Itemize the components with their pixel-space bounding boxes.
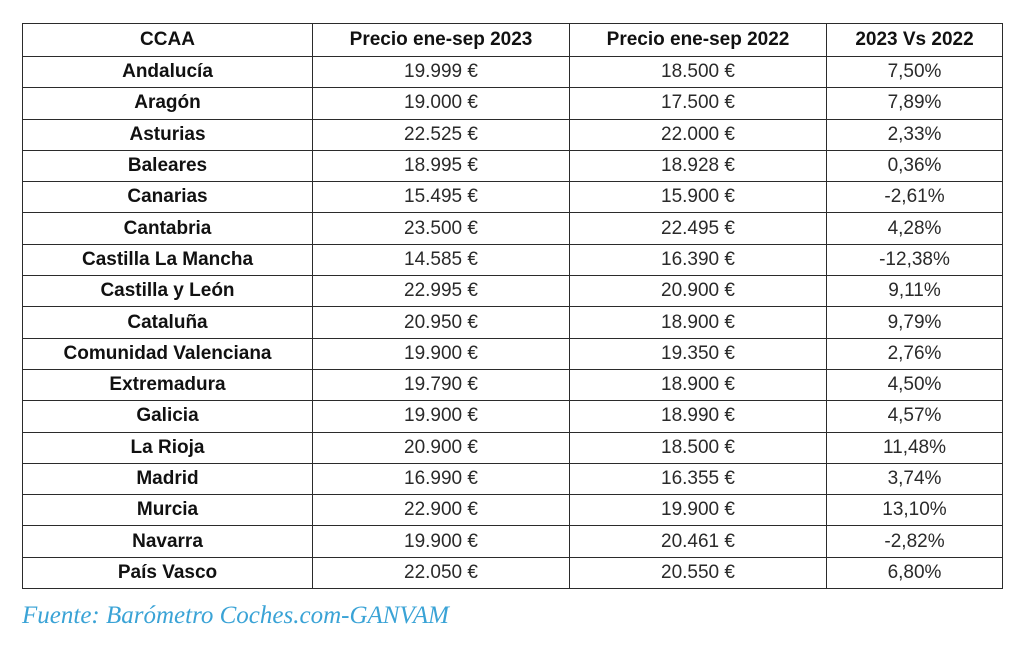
cell-precio-2023: 22.525 € xyxy=(312,118,570,151)
cell-ccaa: Asturias xyxy=(22,118,313,151)
cell-ccaa: Castilla La Mancha xyxy=(22,243,313,277)
table-row: Extremadura 19.790 € 18.900 € 4,50% xyxy=(22,368,1003,402)
cell-ccaa: Comunidad Valenciana xyxy=(22,337,313,370)
cell-precio-2022: 18.990 € xyxy=(569,400,827,433)
cell-variacion: 4,50% xyxy=(826,368,1003,402)
cell-precio-2022: 22.000 € xyxy=(569,118,827,151)
price-comparison-table: CCAA Precio ene-sep 2023 Precio ene-sep … xyxy=(22,23,1003,590)
table-row: Comunidad Valenciana 19.900 € 19.350 € 2… xyxy=(22,337,1003,370)
table-row: Galicia 19.900 € 18.990 € 4,57% xyxy=(22,400,1003,433)
cell-precio-2023: 20.950 € xyxy=(312,306,570,339)
table-row: Navarra 19.900 € 20.461 € -2,82% xyxy=(22,525,1003,558)
cell-ccaa: Aragón xyxy=(22,87,313,120)
source-caption: Fuente: Barómetro Coches.com-GANVAM xyxy=(22,602,449,629)
cell-ccaa: Galicia xyxy=(22,400,313,433)
table-row: Madrid 16.990 € 16.355 € 3,74% xyxy=(22,462,1003,496)
header-precio-2023: Precio ene-sep 2023 xyxy=(312,23,570,57)
cell-precio-2022: 20.900 € xyxy=(569,275,827,308)
cell-variacion: 7,89% xyxy=(826,87,1003,120)
table-row: Cantabria 23.500 € 22.495 € 4,28% xyxy=(22,212,1003,245)
cell-variacion: -12,38% xyxy=(826,243,1003,277)
cell-ccaa: Baleares xyxy=(22,149,313,183)
cell-precio-2023: 16.990 € xyxy=(312,462,570,496)
cell-variacion: -2,82% xyxy=(826,525,1003,558)
cell-precio-2023: 22.995 € xyxy=(312,275,570,308)
cell-variacion: 6,80% xyxy=(826,556,1003,590)
header-variacion: 2023 Vs 2022 xyxy=(826,23,1003,57)
cell-ccaa: Madrid xyxy=(22,462,313,496)
table-row: Murcia 22.900 € 19.900 € 13,10% xyxy=(22,494,1003,527)
cell-precio-2023: 19.900 € xyxy=(312,337,570,370)
table-row: Aragón 19.000 € 17.500 € 7,89% xyxy=(22,87,1003,120)
cell-variacion: 9,79% xyxy=(826,306,1003,339)
cell-variacion: 13,10% xyxy=(826,494,1003,527)
table-row: Castilla La Mancha 14.585 € 16.390 € -12… xyxy=(22,243,1003,277)
cell-variacion: 4,57% xyxy=(826,400,1003,433)
cell-precio-2023: 14.585 € xyxy=(312,243,570,277)
cell-variacion: 4,28% xyxy=(826,212,1003,245)
cell-ccaa: Murcia xyxy=(22,494,313,527)
cell-ccaa: Extremadura xyxy=(22,368,313,402)
table-row: Andalucía 19.999 € 18.500 € 7,50% xyxy=(22,55,1003,89)
cell-precio-2023: 19.900 € xyxy=(312,400,570,433)
cell-variacion: 7,50% xyxy=(826,55,1003,89)
cell-precio-2023: 19.790 € xyxy=(312,368,570,402)
cell-precio-2023: 19.900 € xyxy=(312,525,570,558)
cell-variacion: -2,61% xyxy=(826,181,1003,214)
cell-precio-2022: 20.550 € xyxy=(569,556,827,590)
table-row: País Vasco 22.050 € 20.550 € 6,80% xyxy=(22,556,1003,590)
cell-precio-2022: 22.495 € xyxy=(569,212,827,245)
cell-precio-2022: 17.500 € xyxy=(569,87,827,120)
table-row: La Rioja 20.900 € 18.500 € 11,48% xyxy=(22,431,1003,464)
table-row: Baleares 18.995 € 18.928 € 0,36% xyxy=(22,149,1003,183)
cell-precio-2022: 18.928 € xyxy=(569,149,827,183)
cell-precio-2022: 16.390 € xyxy=(569,243,827,277)
cell-precio-2022: 18.500 € xyxy=(569,431,827,464)
cell-variacion: 2,33% xyxy=(826,118,1003,151)
cell-ccaa: Canarias xyxy=(22,181,313,214)
cell-variacion: 2,76% xyxy=(826,337,1003,370)
cell-precio-2023: 19.000 € xyxy=(312,87,570,120)
cell-ccaa: La Rioja xyxy=(22,431,313,464)
cell-variacion: 9,11% xyxy=(826,275,1003,308)
cell-precio-2022: 18.500 € xyxy=(569,55,827,89)
cell-precio-2023: 23.500 € xyxy=(312,212,570,245)
cell-ccaa: Castilla y León xyxy=(22,275,313,308)
header-precio-2022: Precio ene-sep 2022 xyxy=(569,23,827,57)
header-ccaa: CCAA xyxy=(22,23,313,57)
cell-precio-2022: 16.355 € xyxy=(569,462,827,496)
table-row: Castilla y León 22.995 € 20.900 € 9,11% xyxy=(22,275,1003,308)
cell-ccaa: Navarra xyxy=(22,525,313,558)
cell-precio-2023: 19.999 € xyxy=(312,55,570,89)
cell-ccaa: Cataluña xyxy=(22,306,313,339)
cell-precio-2022: 19.350 € xyxy=(569,337,827,370)
cell-ccaa: Cantabria xyxy=(22,212,313,245)
cell-precio-2023: 22.900 € xyxy=(312,494,570,527)
cell-ccaa: Andalucía xyxy=(22,55,313,89)
cell-precio-2022: 18.900 € xyxy=(569,306,827,339)
cell-variacion: 11,48% xyxy=(826,431,1003,464)
table-row: Asturias 22.525 € 22.000 € 2,33% xyxy=(22,118,1003,151)
cell-precio-2022: 19.900 € xyxy=(569,494,827,527)
table-header-row: CCAA Precio ene-sep 2023 Precio ene-sep … xyxy=(22,23,1003,57)
cell-precio-2023: 15.495 € xyxy=(312,181,570,214)
cell-precio-2022: 20.461 € xyxy=(569,525,827,558)
cell-precio-2022: 15.900 € xyxy=(569,181,827,214)
cell-ccaa: País Vasco xyxy=(22,556,313,590)
cell-variacion: 3,74% xyxy=(826,462,1003,496)
cell-precio-2023: 22.050 € xyxy=(312,556,570,590)
cell-precio-2023: 18.995 € xyxy=(312,149,570,183)
cell-variacion: 0,36% xyxy=(826,149,1003,183)
cell-precio-2023: 20.900 € xyxy=(312,431,570,464)
table-row: Canarias 15.495 € 15.900 € -2,61% xyxy=(22,181,1003,214)
table-row: Cataluña 20.950 € 18.900 € 9,79% xyxy=(22,306,1003,339)
cell-precio-2022: 18.900 € xyxy=(569,368,827,402)
